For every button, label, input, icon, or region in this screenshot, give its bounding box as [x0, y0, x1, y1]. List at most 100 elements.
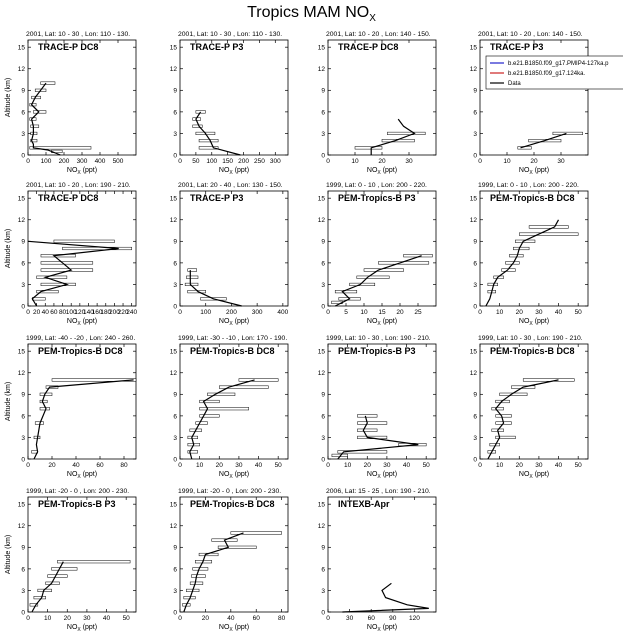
range-box: [40, 81, 56, 85]
panel-header: 1999, Lat: -40 - -20 , Lon: 240 - 260.: [26, 335, 135, 342]
y-tick-label: 12: [170, 217, 178, 224]
range-box: [187, 268, 197, 272]
data-profile-line: [33, 379, 134, 460]
figure-title: Tropics MAM NOX: [0, 4, 623, 24]
x-tick-label: 240: [126, 309, 137, 316]
y-tick-label: 6: [21, 566, 25, 573]
y-tick-label: 12: [18, 66, 26, 73]
panel-campaign-label: PEM-Tropics-B DC8: [490, 193, 575, 203]
y-tick-label: 3: [321, 588, 325, 595]
y-tick-label: 15: [318, 349, 326, 356]
x-tick-label: 20: [48, 462, 56, 469]
range-box: [199, 399, 220, 404]
panel: 1999, Lat: -40 - -20 , Lon: 240 - 260. PE…: [5, 335, 137, 480]
y-tick-label: 9: [321, 88, 325, 95]
range-box: [354, 146, 383, 150]
y-tick-label: 12: [170, 370, 178, 377]
y-tick-label: 12: [170, 66, 178, 73]
y-tick-label: 15: [470, 45, 478, 52]
range-box: [40, 261, 94, 265]
range-box: [199, 407, 249, 411]
y-tick-label: 0: [173, 609, 177, 616]
data-profile-line: [30, 82, 61, 156]
x-tick-label: 10: [196, 462, 204, 469]
x-tick-label: 20: [396, 309, 404, 316]
panel-campaign-label: PEM-Tropics-B P3: [338, 193, 416, 203]
panel-header: 1999, Lat: 0 - 10 , Lon: 200 - 220.: [478, 182, 579, 189]
range-box: [30, 139, 38, 143]
x-tick-label: 90: [389, 615, 397, 622]
y-tick-label: 3: [21, 435, 25, 442]
y-tick-label: 3: [173, 282, 177, 289]
range-box: [36, 275, 68, 279]
panel-header: 1999, Lat: -30 - -10 , Lon: 170 - 190.: [178, 335, 287, 342]
y-axis-label: Altitude (km): [5, 535, 12, 574]
y-tick-label: 12: [18, 370, 26, 377]
range-box: [195, 110, 206, 114]
y-tick-label: 6: [321, 260, 325, 267]
y-tick-label: 3: [173, 131, 177, 138]
data-profile-line: [520, 132, 567, 149]
panel-campaign-label: INTEXB-Apr: [338, 499, 390, 509]
panel-campaign-label: PEM-Tropics-B DC8: [190, 499, 275, 509]
y-tick-label: 3: [473, 435, 477, 442]
x-tick-label: 250: [254, 158, 265, 165]
legend-label: b.e21.B1850.f09_g17.PMIP4-127ka.p: [508, 61, 609, 67]
data-profile-line: [370, 118, 416, 155]
range-box: [357, 421, 388, 425]
plot-frame: [479, 190, 589, 307]
x-tick-label: 20: [33, 309, 41, 316]
x-axis-label: NOX (ppt): [219, 624, 249, 633]
panel: 2001, Lat: 10 - 30 , Lon: 110 - 130. TRAC…: [5, 31, 137, 176]
y-tick-label: 0: [173, 303, 177, 310]
x-tick-label: 100: [41, 158, 52, 165]
x-tick-label: 200: [109, 309, 120, 316]
x-tick-label: 40: [42, 309, 50, 316]
y-tick-label: 15: [470, 349, 478, 356]
y-tick-label: 15: [170, 349, 178, 356]
y-tick-label: 15: [318, 45, 326, 52]
range-box: [387, 131, 426, 135]
y-tick-label: 9: [21, 239, 25, 246]
x-tick-label: 180: [100, 309, 111, 316]
data-profile-line: [485, 219, 560, 307]
plot-frame: [479, 343, 589, 460]
y-tick-label: 3: [21, 282, 25, 289]
plot-frame: [179, 496, 289, 613]
panel: 2006, Lat: 15 - 25 , Lon: 190 - 210. INTE…: [318, 488, 437, 633]
x-tick-label: 200: [226, 309, 237, 316]
panel: 2001, Lat: 10 - 30 , Lon: 110 - 130. TRAC…: [170, 31, 289, 176]
x-tick-label: 0: [26, 615, 30, 622]
x-tick-label: 0: [326, 462, 330, 469]
x-tick-label: 60: [50, 309, 58, 316]
plot-frame: [179, 343, 289, 460]
x-tick-label: 30: [235, 462, 243, 469]
y-tick-label: 9: [173, 545, 177, 552]
y-tick-label: 15: [170, 45, 178, 52]
panel: 2001, Lat: 10 - 20 , Lon: 140 - 150. TRAC…: [318, 31, 437, 176]
range-box: [363, 268, 404, 272]
y-tick-label: 15: [170, 196, 178, 203]
x-tick-label: 200: [59, 158, 70, 165]
x-tick-label: 400: [95, 158, 106, 165]
x-tick-label: 80: [59, 309, 67, 316]
panel-header: 2001, Lat: 10 - 20 , Lon: 140 - 150.: [478, 31, 583, 38]
y-tick-label: 6: [173, 413, 177, 420]
x-tick-label: 300: [270, 158, 281, 165]
x-tick-label: 30: [557, 158, 565, 165]
data-profile-line: [334, 255, 422, 307]
range-box: [186, 275, 199, 279]
y-tick-label: 0: [473, 303, 477, 310]
x-tick-label: 10: [496, 462, 504, 469]
x-tick-label: 20: [202, 615, 210, 622]
range-box: [198, 139, 219, 143]
panel: 1999, Lat: 0 - 10 , Lon: 200 - 220. PEM-T…: [470, 182, 589, 327]
x-tick-label: 0: [326, 615, 330, 622]
range-box: [199, 414, 220, 418]
x-tick-label: 300: [77, 158, 88, 165]
range-box: [192, 124, 203, 128]
y-tick-label: 9: [173, 88, 177, 95]
x-tick-label: 40: [255, 462, 263, 469]
x-axis-label: NOX (ppt): [67, 471, 97, 480]
y-tick-label: 15: [18, 502, 26, 509]
